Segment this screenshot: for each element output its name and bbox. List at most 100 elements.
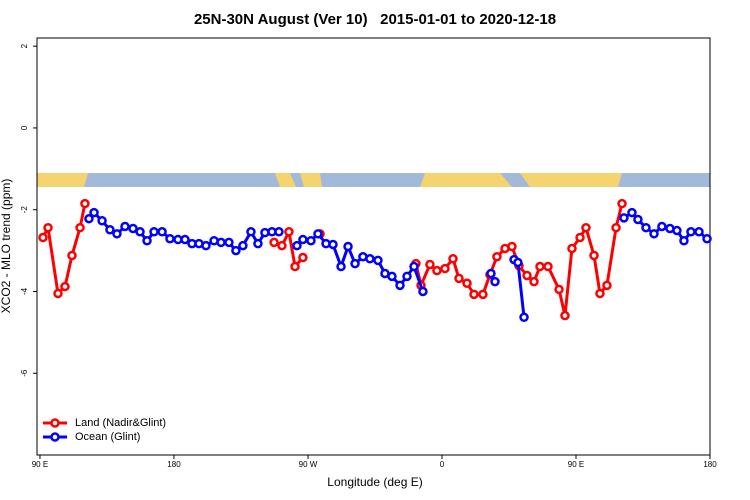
chart-title: 25N-30N August (Ver 10) 2015-01-01 to 20… [194,11,556,28]
data-point [409,261,419,272]
data-point [395,280,405,291]
x-tick-label: 180 [703,460,717,469]
x-tick-label: 180 [167,460,181,469]
x-tick-label: 0 [440,460,445,469]
data-point [418,286,428,297]
data-point [343,241,353,252]
data-point [274,227,284,237]
data-point [105,224,115,235]
data-point [490,276,500,287]
data-point [97,215,107,226]
data-point [277,240,287,251]
data-point [469,289,479,300]
legend-marker [50,432,60,442]
x-axis-label: Longitude (deg E) [327,475,422,489]
map-strip [37,173,710,187]
data-point [246,227,256,237]
data-point [43,222,53,233]
data-point [402,271,412,282]
data-point [589,250,599,261]
data-point [448,254,458,264]
data-point [75,222,85,233]
data-point [180,234,190,245]
data-point [595,288,605,299]
data-point [478,289,488,300]
x-tick-label: 90 E [568,460,584,469]
x-tick-label: 90 E [32,460,48,469]
data-point [112,229,122,239]
y-tick-label: -4 [20,287,29,295]
data-point [284,227,294,237]
legend-label: Land (Nadir&Glint) [75,417,166,429]
data-point [627,207,637,218]
data-point [238,240,248,251]
data-point [157,227,167,237]
data-point [120,221,130,232]
data-point [567,243,577,254]
data-point [619,213,629,223]
data-point [581,222,591,233]
data-point [328,239,338,250]
data-point [535,261,545,272]
data-point [135,227,145,237]
data-point [543,261,553,272]
data-point [672,225,682,236]
data-point [454,273,464,284]
data-point [306,236,316,246]
data-point [686,227,696,237]
legend-label: Ocean (Glint) [75,431,140,443]
data-point [80,198,90,209]
series-line [41,203,624,316]
data-point [507,241,517,252]
data-point [486,268,496,279]
data-point [89,207,99,218]
data-point [611,222,621,233]
data-point [694,227,704,237]
data-point [67,250,77,261]
data-point [84,213,94,224]
data-point [560,310,570,321]
y-tick-label: 0 [20,125,29,130]
data-point [641,222,651,233]
data-point [575,232,585,243]
data-point [492,251,502,262]
data-point [702,233,712,244]
data-point [298,234,308,245]
data-point [336,261,346,272]
x-tick-label: 90 W [299,460,318,469]
y-tick-label: -2 [20,206,29,214]
data-point [425,259,435,270]
data-point [290,261,300,272]
data-point [53,288,63,299]
data-point [513,257,523,268]
data-point [298,252,308,263]
data-point [231,245,241,256]
y-tick-label: -6 [20,369,29,377]
data-point [149,227,159,237]
data-point [142,236,152,246]
data-point [522,270,532,281]
data-point [657,221,667,232]
data-point [60,281,70,292]
data-point [128,223,138,234]
data-point [373,255,383,266]
data-point [216,237,226,248]
data-point [679,236,689,246]
data-point [224,237,234,248]
data-point [350,258,360,269]
data-point [633,214,643,225]
data-point [253,238,263,249]
data-point [38,232,48,243]
y-tick-label: 2 [20,43,29,48]
data-point [165,233,175,244]
data-point [602,280,612,291]
data-point [365,254,375,264]
legend-marker [50,418,60,428]
data-point [440,263,450,274]
data-point [462,278,472,289]
plot-frame [36,37,711,456]
data-point [292,240,302,251]
data-point [201,240,211,251]
data-point [313,229,323,239]
